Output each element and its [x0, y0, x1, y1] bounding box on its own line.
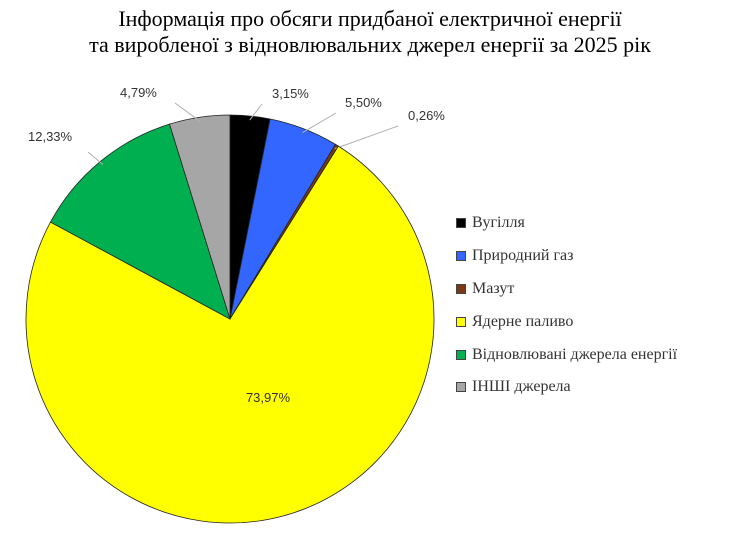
- chart-title: Інформація про обсяги придбаної електрич…: [0, 6, 740, 58]
- legend-label-3: Мазут: [472, 279, 515, 297]
- legend-label-2: Природний газ: [472, 247, 574, 265]
- legend-item-6: ІНШІ джерела: [456, 371, 677, 404]
- pie-slice-5: [49, 123, 231, 320]
- legend-item-2: Природний газ: [456, 240, 677, 273]
- legend-swatch-2: [456, 251, 466, 262]
- leader-line-5: [87, 151, 104, 165]
- legend-item-5: Відновлювані джерела енергії: [456, 338, 677, 371]
- data-label-3: 0,26%: [408, 108, 445, 123]
- pie-slice-4: [25, 145, 435, 524]
- data-label-2: 5,50%: [345, 95, 382, 110]
- leader-line-1: [249, 103, 263, 121]
- legend-item-1: Вугілля: [456, 207, 677, 240]
- legend-label-1: Вугілля: [472, 214, 525, 232]
- chart-title-line-1: Інформація про обсяги придбаної електрич…: [118, 6, 622, 31]
- legend-swatch-3: [456, 283, 466, 294]
- legend-label-6: ІНШІ джерела: [472, 378, 571, 396]
- leader-line-2: [302, 112, 337, 134]
- legend-swatch-5: [456, 349, 466, 360]
- leader-line-6: [174, 102, 201, 122]
- legend-item-4: Ядерне паливо: [456, 305, 677, 338]
- pie-slice-6: [169, 114, 231, 320]
- legend-label-5: Відновлювані джерела енергії: [472, 345, 678, 363]
- legend-item-3: Мазут: [456, 273, 677, 306]
- legend-swatch-1: [456, 218, 466, 229]
- legend-swatch-6: [456, 382, 466, 393]
- data-label-5: 12,33%: [28, 129, 73, 144]
- chart-legend: Вугілля Природний газ Мазут Ядерне паливо Ві…: [456, 207, 677, 404]
- data-label-4: 73,97%: [246, 390, 291, 405]
- chart-title-line-2: та виробленої з відновлювальних джерел е…: [89, 32, 651, 57]
- leader-line-3: [334, 125, 399, 150]
- legend-swatch-4: [456, 316, 466, 327]
- data-label-6: 4,79%: [120, 85, 157, 100]
- legend-label-4: Ядерне паливо: [472, 312, 574, 330]
- data-label-1: 3,15%: [272, 86, 309, 101]
